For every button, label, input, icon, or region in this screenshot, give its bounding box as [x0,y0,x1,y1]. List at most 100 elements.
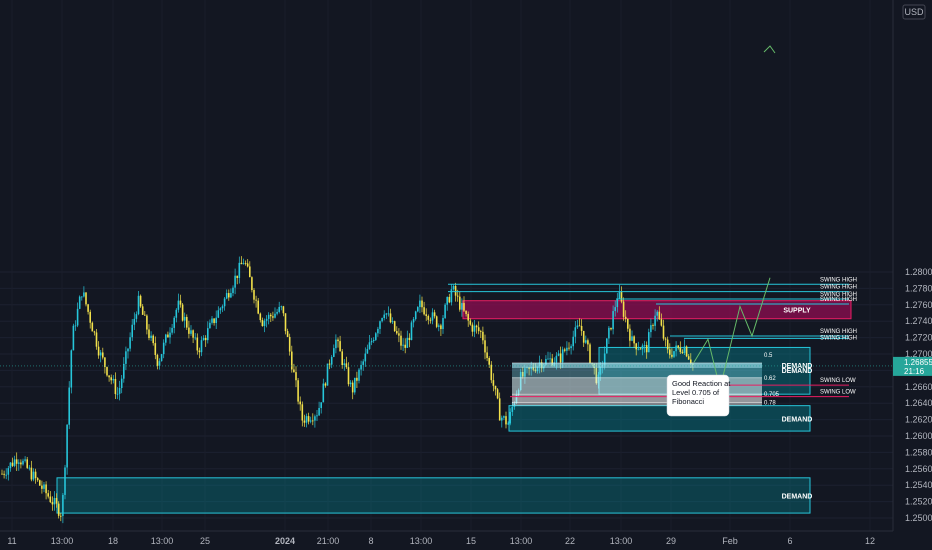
candle-body [585,340,587,343]
candle-body [200,340,203,353]
candle-body [131,324,133,338]
candle-body [179,300,182,305]
swing-level-label: SWING HIGH [820,329,857,335]
candle-body [360,364,362,370]
candle-body [431,312,434,321]
candle-body [93,331,96,333]
candle-body [66,424,68,468]
candle-body [28,467,31,469]
candle-body [249,266,251,278]
time-axis[interactable]: 11 13:00 18 13:00 25 2024 21:00 8 13:00 15 13:00 22… [0,530,893,546]
candle-body [351,382,354,393]
candle-body [463,303,465,311]
candle-body [127,348,129,352]
zone-label: DEMAND [782,363,813,370]
candle-body [181,304,184,321]
candle-body [53,497,56,505]
candle-body [24,459,26,461]
projection-arrowhead [763,45,776,54]
candle-body [673,351,675,357]
candle-body [666,339,669,350]
candle-body [669,349,671,355]
candle-body [547,358,549,360]
candle-body [606,338,608,354]
candle-body [681,351,684,353]
candle-body [20,462,22,465]
candle-body [362,361,364,365]
candle-body [671,354,673,357]
time-tick-label: 29 [666,536,676,546]
candle-body [291,351,293,370]
candle-body [450,289,453,303]
candle-body [282,306,285,314]
time-tick-label: 21:00 [317,536,340,546]
candle-body [307,416,310,422]
candle-body [213,318,215,324]
fib-band [512,394,762,403]
candle-body [278,306,280,312]
fib-band [512,402,762,406]
candle-body [690,359,692,364]
candle-body [55,497,58,504]
candle-body [303,420,306,423]
price-tick-label: 1.25000 [905,513,932,523]
candle-body [356,377,358,381]
candle-body [448,296,451,303]
fib-label: 0.78 [764,400,776,406]
candle-body [74,325,77,327]
price-tick-label: 1.27400 [905,316,932,326]
candle-body [39,480,41,486]
candle-body [333,348,335,357]
candle-body [144,314,146,316]
candle-body [494,385,497,390]
zone-demand [508,405,811,432]
candle-body [194,337,196,339]
candle-body [433,312,436,317]
candle-body [32,471,35,480]
candle-body [301,404,304,421]
candle-body [549,358,551,360]
candle-body [62,494,64,517]
candle-body [263,320,266,327]
zone-label: DEMAND [782,368,813,375]
candle-body [295,372,297,381]
candle-body [477,327,480,332]
candle-body [643,345,646,346]
candle-body [146,315,148,330]
price-tick-label: 1.25600 [905,464,932,474]
price-axis[interactable]: USD 1.28000 1.27800 1.27600 1.27400 1.27200 1.… [892,0,932,550]
candle-body [490,364,493,381]
candle-body [251,277,253,291]
candle-body [293,369,295,373]
candle-body [238,262,241,279]
projection-line [693,277,771,389]
candle-body [152,335,154,344]
candle-body [566,347,568,351]
fib-label: 0.62 [764,376,776,382]
swing-level-label: SWING HIGH [820,292,857,298]
candle-body [114,378,117,395]
candle-body [154,343,157,355]
candle-body [498,398,501,421]
candle-body [675,345,677,352]
candle-body [452,285,455,290]
time-tick-label: 13:00 [510,536,533,546]
candle-body [139,295,142,307]
candle-body [246,263,249,267]
candle-body [578,325,581,327]
candle-body [402,344,404,346]
candle-body [406,337,409,348]
candle-body [223,298,226,307]
candle-body [679,347,682,352]
candle-body [192,330,194,338]
candle-body [43,484,45,489]
candle-body [236,275,238,279]
candle-body [116,393,119,395]
price-tick-label: 1.25800 [905,447,932,457]
candle-body [305,416,308,423]
countdown-label: 21:16 [904,367,925,376]
candle-body [683,346,686,353]
